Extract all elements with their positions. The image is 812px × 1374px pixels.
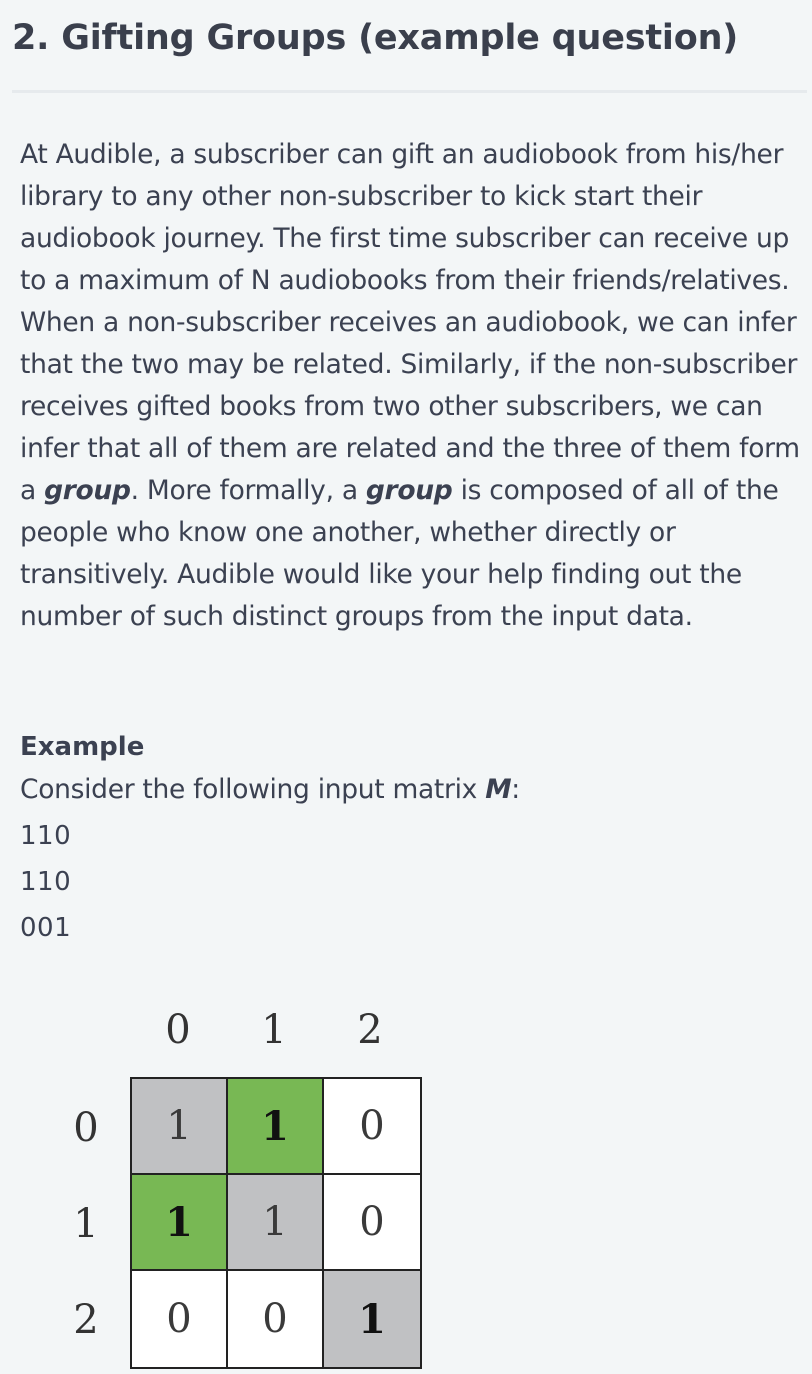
- description-text-3: is composed of all of the people who kno…: [20, 475, 779, 632]
- group-term: group: [365, 475, 453, 506]
- column-label: 1: [261, 1007, 287, 1053]
- matrix-grid: 1 1 0 1 1 0 0 0 1: [130, 1077, 422, 1369]
- matrix-cell: 0: [324, 1079, 420, 1175]
- row-label: 1: [73, 1201, 99, 1247]
- matrix-symbol: M: [485, 774, 512, 805]
- matrix-row-text: 110: [20, 821, 72, 851]
- matrix-cell: 1: [228, 1175, 324, 1271]
- matrix-cell: 1: [132, 1079, 228, 1175]
- matrix-cell: 1: [132, 1175, 228, 1271]
- matrix-cell: 1: [324, 1271, 420, 1367]
- matrix-cell: 0: [324, 1175, 420, 1271]
- matrix-row-text: 110: [20, 867, 72, 897]
- column-label: 2: [357, 1007, 383, 1053]
- row-label: 0: [73, 1105, 99, 1151]
- example-intro: Consider the following input matrix M:: [20, 774, 520, 805]
- matrix-cell: 0: [228, 1271, 324, 1367]
- column-label: 0: [165, 1007, 191, 1053]
- matrix-row-text: 001: [20, 913, 72, 943]
- problem-description: At Audible, a subscriber can gift an aud…: [20, 134, 810, 638]
- description-text-1: At Audible, a subscriber can gift an aud…: [20, 139, 800, 506]
- question-title: 2. Gifting Groups (example question): [12, 18, 739, 58]
- example-intro-suffix: :: [511, 774, 520, 805]
- title-divider: [12, 90, 807, 93]
- matrix-cell: 1: [228, 1079, 324, 1175]
- group-term: group: [44, 475, 131, 506]
- description-text-2: . More formally, a: [130, 475, 366, 506]
- matrix-cell: 0: [132, 1271, 228, 1367]
- example-intro-text: Consider the following input matrix: [20, 774, 486, 805]
- row-label: 2: [73, 1297, 99, 1343]
- example-heading: Example: [20, 732, 145, 762]
